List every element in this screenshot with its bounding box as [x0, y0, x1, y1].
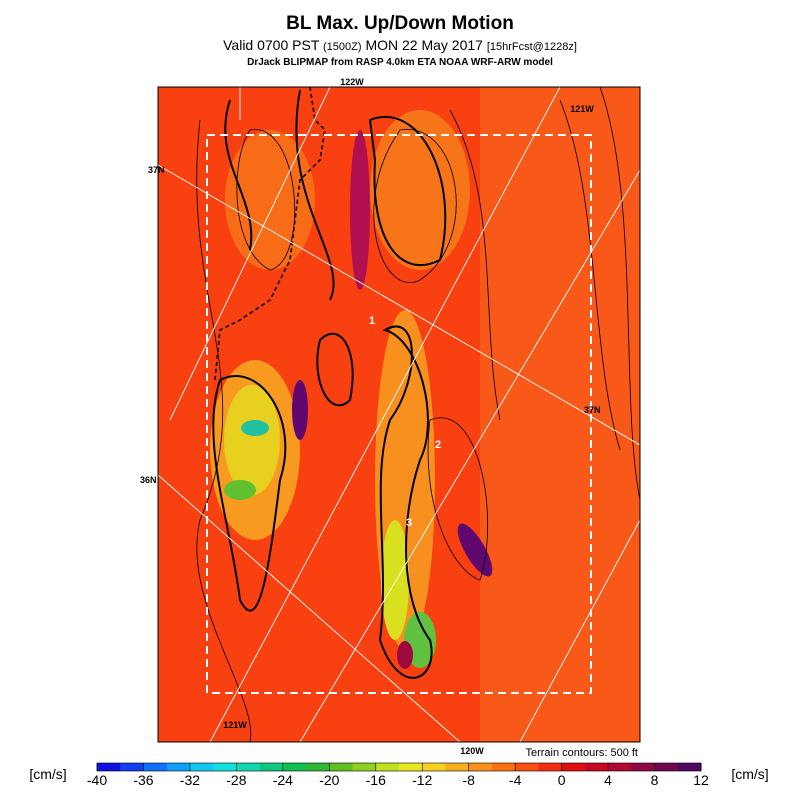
colorbar-tick-label: -36: [133, 772, 153, 788]
colorbar-segment: [97, 763, 121, 771]
utc: (1500Z): [323, 41, 362, 53]
lat-label: 36N: [140, 475, 157, 485]
colorbar-tick-label: 4: [604, 772, 612, 788]
colorbar-tick-label: -24: [273, 772, 293, 788]
colorbar-segment: [375, 763, 400, 771]
colorbar-tick-label: 12: [693, 772, 709, 788]
lon-label: 121W: [570, 104, 594, 114]
colorbar-segment: [213, 763, 237, 771]
point-label: 1: [369, 315, 375, 327]
terrain-note: Terrain contours: 500 ft: [525, 747, 638, 759]
lon-label: 122W: [340, 77, 364, 87]
colorbar-segment: [306, 763, 330, 771]
colorbar-segment: [166, 763, 191, 771]
valid: Valid 0700 PST: [223, 37, 320, 53]
point-label: 2: [435, 439, 441, 451]
colorbar-tick-label: -16: [366, 772, 386, 788]
colorbar: [cm/s] [cm/s] -40 -36 -32 -28 -24 -20 -16 -12 -8…: [29, 762, 769, 788]
colorbar-segment: [259, 763, 284, 771]
colorbar-segment: [677, 763, 702, 771]
colorbar-segment: [584, 763, 609, 771]
colorbar-segment: [561, 763, 586, 771]
field: [225, 130, 315, 270]
field: [224, 385, 280, 495]
model: DrJack BLIPMAP from RASP 4.0km ETA NOAA …: [247, 57, 553, 68]
colorbar-tick-label: 0: [558, 772, 566, 788]
colorbar-segment: [282, 763, 307, 771]
lat-label: 37N: [584, 405, 601, 415]
field: [292, 380, 308, 440]
lon-label: 120W: [460, 746, 484, 756]
colorbar-tick-label: -12: [412, 772, 432, 788]
colorbar-unit: [cm/s]: [731, 766, 768, 782]
map: 122W 121W 37N 37N 36N 121W 120W 1 2 3 Te…: [140, 77, 641, 759]
colorbar-segment: [189, 763, 214, 771]
colorbar-segment: [143, 763, 168, 771]
map-frame: [157, 86, 641, 743]
colorbar-tick-label: -40: [87, 772, 107, 788]
colorbar-segment: [329, 763, 354, 771]
colorbar-segment: [608, 763, 632, 771]
colorbar-segment: [515, 763, 539, 771]
colorbar-segment: [538, 763, 563, 771]
graticule: [158, 87, 640, 742]
colorbar-tick-label: -28: [226, 772, 246, 788]
colorbar-tick-label: 8: [651, 772, 659, 788]
colorbar-tick-label: -20: [319, 772, 339, 788]
field: [457, 523, 493, 577]
colorbar-segment: [422, 763, 446, 771]
title: BL Max. Up/Down Motion: [286, 13, 514, 34]
lat-label: 37N: [148, 165, 165, 175]
colorbar-segment: [445, 763, 470, 771]
colorbar-tick-label: -8: [462, 772, 475, 788]
field: [241, 420, 269, 436]
valid-line: Valid 0700 PST (1500Z) MON 22 May 2017 […: [223, 37, 577, 53]
forecast: [15hrFcst@1228z]: [487, 41, 577, 53]
colorbar-tick-label: -32: [180, 772, 200, 788]
colorbar-tick-label: -4: [509, 772, 522, 788]
inner-domain: [206, 134, 592, 694]
field: [350, 130, 370, 290]
colorbar-unit: [cm/s]: [29, 766, 66, 782]
colorbar-segment: [631, 763, 656, 771]
colorbar-segment: [236, 763, 261, 771]
colorbar-segment: [491, 763, 516, 771]
field: [224, 480, 256, 500]
field: [397, 641, 413, 669]
colorbar-segment: [399, 763, 423, 771]
colorbar-segment: [468, 763, 493, 771]
colorbar-segment: [352, 763, 377, 771]
colorbar-segment: [120, 763, 144, 771]
lon-label: 121W: [223, 720, 247, 730]
field: [480, 87, 640, 742]
colorbar-segment: [654, 763, 679, 771]
field: [381, 520, 409, 640]
date: MON 22 May 2017: [365, 37, 483, 53]
point-label: 3: [406, 517, 412, 529]
contour: [196, 87, 640, 742]
